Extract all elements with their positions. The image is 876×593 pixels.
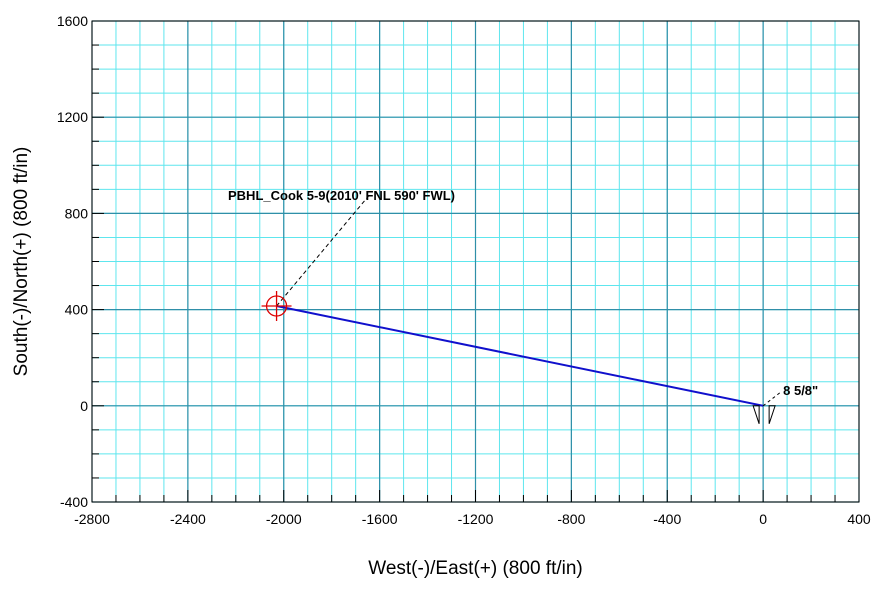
- casing-shoe-right: [768, 405, 776, 424]
- x-tick-label: -1600: [362, 511, 398, 527]
- x-tick-label: 0: [759, 511, 767, 527]
- y-axis-title: South(-)/North(+) (800 ft/in): [11, 147, 32, 377]
- grid: [91, 20, 860, 503]
- x-tick-label: 400: [847, 511, 871, 527]
- y-tick-label: 1200: [57, 109, 88, 125]
- x-tick-labels: -2800 -2400 -2000 -1600 -1200 -800 -400 0 400: [74, 511, 871, 527]
- well-path-line: [276, 305, 764, 407]
- x-axis-title: West(-)/East(+) (800 ft/in): [368, 558, 583, 579]
- target-leader-line: [276, 195, 369, 307]
- casing-marker-icon: [752, 405, 776, 424]
- annotations: PBHL_Cook 5-9(2010' FNL 590' FWL) 8 5/8": [228, 188, 818, 424]
- y-tick-labels: -400 0 400 800 1200 1600: [57, 13, 88, 510]
- target-marker-icon: [261, 290, 292, 321]
- y-tick-label: 1600: [57, 13, 88, 29]
- y-tick-label: 800: [65, 205, 89, 221]
- y-tick-label: 400: [65, 302, 89, 318]
- x-tick-label: -1200: [458, 511, 494, 527]
- y-tick-label: -400: [60, 494, 88, 510]
- casing-shoe-left: [752, 405, 760, 424]
- well-path-series: [276, 305, 764, 407]
- casing-label: 8 5/8": [783, 383, 818, 398]
- y-tick-label: 0: [80, 398, 88, 414]
- x-tick-label: -800: [557, 511, 585, 527]
- axis-ticks: [91, 20, 860, 503]
- x-tick-label: -2000: [266, 511, 302, 527]
- x-tick-label: -2400: [170, 511, 206, 527]
- casing-leader-line: [762, 391, 782, 407]
- target-label: PBHL_Cook 5-9(2010' FNL 590' FWL): [228, 188, 455, 203]
- x-tick-label: -2800: [74, 511, 110, 527]
- x-tick-label: -400: [653, 511, 681, 527]
